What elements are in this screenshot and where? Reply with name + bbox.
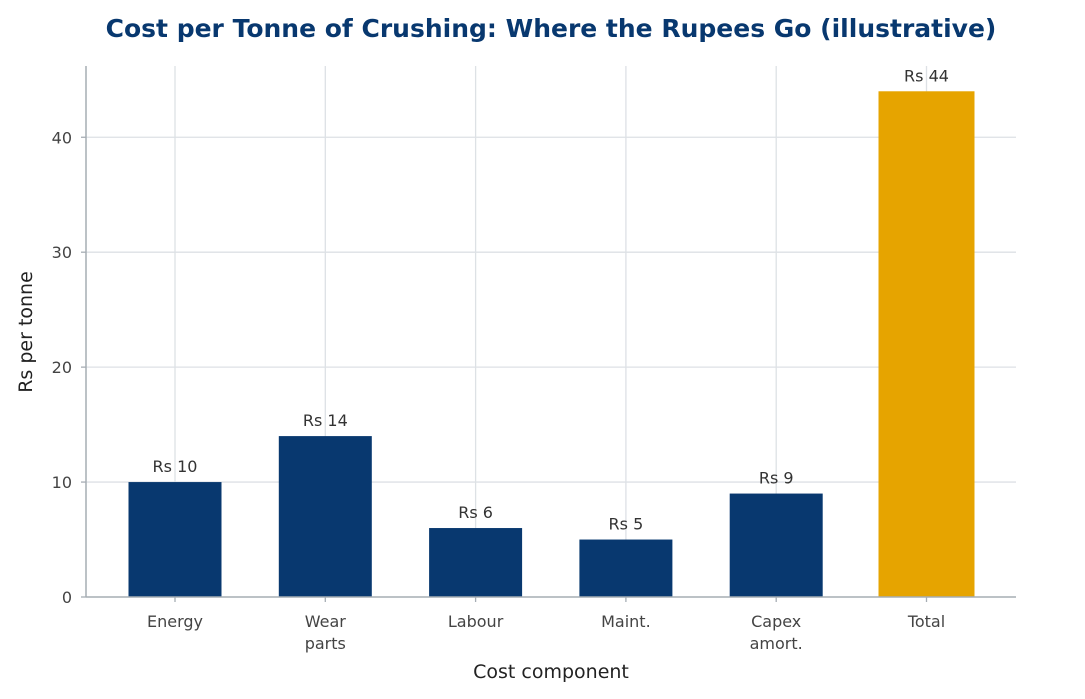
x-tick-label-line: Capex (751, 612, 801, 631)
grid-lines (86, 66, 1016, 597)
chart-title: Cost per Tonne of Crushing: Where the Ru… (106, 14, 997, 43)
y-tick-label-10: 10 (52, 473, 72, 492)
data-label-3: Rs 5 (609, 515, 644, 534)
bars (128, 91, 975, 598)
x-tick-label-1: Wear parts (305, 612, 347, 653)
x-tick-label-line: Total (907, 612, 945, 631)
x-axis-label: Cost component (473, 661, 629, 683)
data-label-4: Rs 9 (759, 469, 794, 488)
x-tick-label-line: Energy (147, 612, 203, 631)
data-label-5: Rs 44 (904, 66, 949, 85)
x-tick-label-2: Labour (448, 612, 504, 631)
bar-3 (579, 539, 673, 597)
bar-1 (278, 436, 372, 597)
x-tick-labels: Energy Wear parts Labour Maint. Capex amort. To… (147, 612, 945, 653)
y-tick-label-20: 20 (52, 358, 72, 377)
bar-2 (429, 528, 523, 597)
x-tick-label-line: amort. (750, 634, 803, 653)
x-tick-label-line: Labour (448, 612, 504, 631)
x-tick-label-4: Capex amort. (750, 612, 803, 653)
x-tick-label-3: Maint. (601, 612, 651, 631)
y-tick-labels: 0 10 20 30 40 (52, 128, 72, 607)
x-tick-label-5: Total (907, 612, 945, 631)
bar-4 (729, 493, 823, 597)
bar-5 (878, 91, 975, 598)
x-tick-label-line: Wear (305, 612, 347, 631)
data-label-1: Rs 14 (303, 411, 348, 430)
y-axis-label: Rs per tonne (15, 271, 37, 393)
y-tick-label-0: 0 (62, 588, 72, 607)
y-tick-label-30: 30 (52, 243, 72, 262)
axes (81, 66, 1016, 602)
bar-0 (128, 482, 222, 597)
data-label-0: Rs 10 (153, 457, 198, 476)
y-tick-label-40: 40 (52, 128, 72, 147)
data-label-2: Rs 6 (458, 503, 493, 522)
x-tick-label-line: parts (305, 634, 346, 653)
x-tick-label-line: Maint. (601, 612, 651, 631)
data-labels: Rs 10 Rs 14 Rs 6 Rs 5 Rs 9 Rs 44 (153, 66, 949, 533)
x-tick-label-0: Energy (147, 612, 203, 631)
